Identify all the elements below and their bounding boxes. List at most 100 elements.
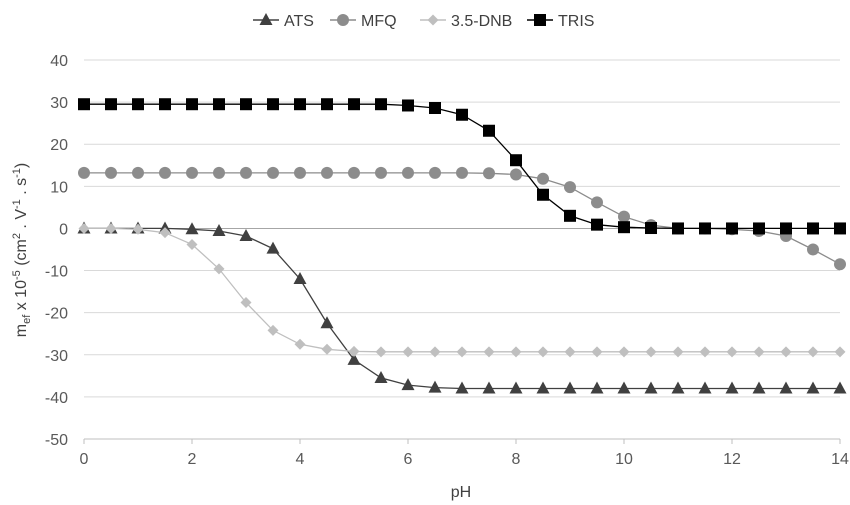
data-point <box>617 381 631 394</box>
y-tick-label: -40 <box>45 390 68 407</box>
data-point <box>348 166 360 179</box>
data-point <box>456 166 468 179</box>
legend-marker <box>534 14 546 26</box>
y-tick-label: 10 <box>50 179 68 196</box>
y-tick-label: -30 <box>45 348 68 365</box>
legend-label: MFQ <box>361 13 397 30</box>
data-point <box>726 222 738 235</box>
data-point <box>402 99 414 112</box>
data-point <box>698 381 712 394</box>
axes: 40 30 20 10 0 -10 -20 -30 -40 -50 0 2 4 6 8 10 12 14 <box>45 53 849 468</box>
y-tick-label: 0 <box>59 221 68 238</box>
series-3-5-dnb <box>78 222 846 358</box>
data-point <box>564 346 576 358</box>
data-point <box>375 98 387 111</box>
data-point <box>509 381 523 394</box>
data-point <box>428 380 442 393</box>
legend-marker <box>337 14 349 26</box>
x-axis-title: pH <box>451 484 471 501</box>
data-point <box>591 346 603 358</box>
legend-marker <box>259 13 273 25</box>
series-line <box>84 227 840 353</box>
data-point <box>186 238 198 250</box>
data-point <box>159 98 171 111</box>
series-line <box>84 227 840 390</box>
data-point <box>752 381 766 394</box>
data-point <box>267 324 279 336</box>
data-point <box>348 345 360 357</box>
data-point <box>537 188 549 201</box>
data-point <box>564 209 576 222</box>
data-point <box>833 381 847 394</box>
data-point <box>105 222 117 234</box>
data-point <box>240 166 252 179</box>
data-point <box>78 166 90 179</box>
data-point <box>240 297 252 309</box>
x-tick-label: 6 <box>404 451 413 468</box>
data-point <box>779 381 793 394</box>
data-point <box>186 98 198 111</box>
data-point <box>834 222 846 235</box>
data-point <box>483 346 495 358</box>
y-tick-label: 30 <box>50 95 68 112</box>
data-point <box>294 338 306 350</box>
y-tick-label: 40 <box>50 53 68 70</box>
data-point <box>239 229 253 242</box>
series-tris <box>78 98 846 235</box>
series-mfq <box>78 166 846 271</box>
data-point <box>401 378 415 391</box>
data-point <box>672 222 684 235</box>
data-point <box>402 166 414 179</box>
data-point <box>483 167 495 180</box>
data-point <box>645 222 657 235</box>
legend: ATS MFQ 3.5-DNB TRIS <box>253 13 594 30</box>
data-point <box>807 222 819 235</box>
y-axis-title: mef x 10-5 (cm2 . V-1 . s-1) <box>11 163 33 337</box>
data-point <box>375 346 387 358</box>
data-point <box>159 227 171 239</box>
data-point <box>807 346 819 358</box>
data-point <box>132 98 144 111</box>
data-point <box>455 381 469 394</box>
legend-label: TRIS <box>558 13 594 30</box>
data-point <box>537 172 549 185</box>
data-point <box>429 166 441 179</box>
data-point <box>429 346 441 358</box>
data-point <box>267 98 279 111</box>
data-point <box>456 346 468 358</box>
data-point <box>780 222 792 235</box>
y-tick-label: 20 <box>50 137 68 154</box>
data-point <box>510 154 522 167</box>
series-layer <box>77 98 847 394</box>
data-point <box>267 166 279 179</box>
data-point <box>185 222 199 235</box>
data-point <box>240 98 252 111</box>
data-point <box>132 166 144 179</box>
data-point <box>456 108 468 121</box>
data-point <box>510 168 522 181</box>
data-point <box>699 346 711 358</box>
data-point <box>159 166 171 179</box>
x-tick-label: 8 <box>512 451 521 468</box>
legend-marker <box>427 14 439 26</box>
y-tick-label: -20 <box>45 306 68 323</box>
legend-item: 3.5-DNB <box>420 13 512 30</box>
data-point <box>105 166 117 179</box>
data-point <box>807 243 819 256</box>
x-tick-label: 12 <box>723 451 741 468</box>
data-point <box>321 98 333 111</box>
data-point <box>563 381 577 394</box>
data-point <box>132 223 144 235</box>
y-tick-label: -50 <box>45 432 68 449</box>
data-point <box>590 381 604 394</box>
x-tick-label: 0 <box>80 451 89 468</box>
data-point <box>78 98 90 111</box>
y-tick-label: -10 <box>45 264 68 281</box>
data-point <box>510 346 522 358</box>
data-point <box>374 370 388 383</box>
data-point <box>482 381 496 394</box>
data-point <box>429 102 441 115</box>
data-point <box>753 346 765 358</box>
data-point <box>725 381 739 394</box>
data-point <box>105 98 117 111</box>
